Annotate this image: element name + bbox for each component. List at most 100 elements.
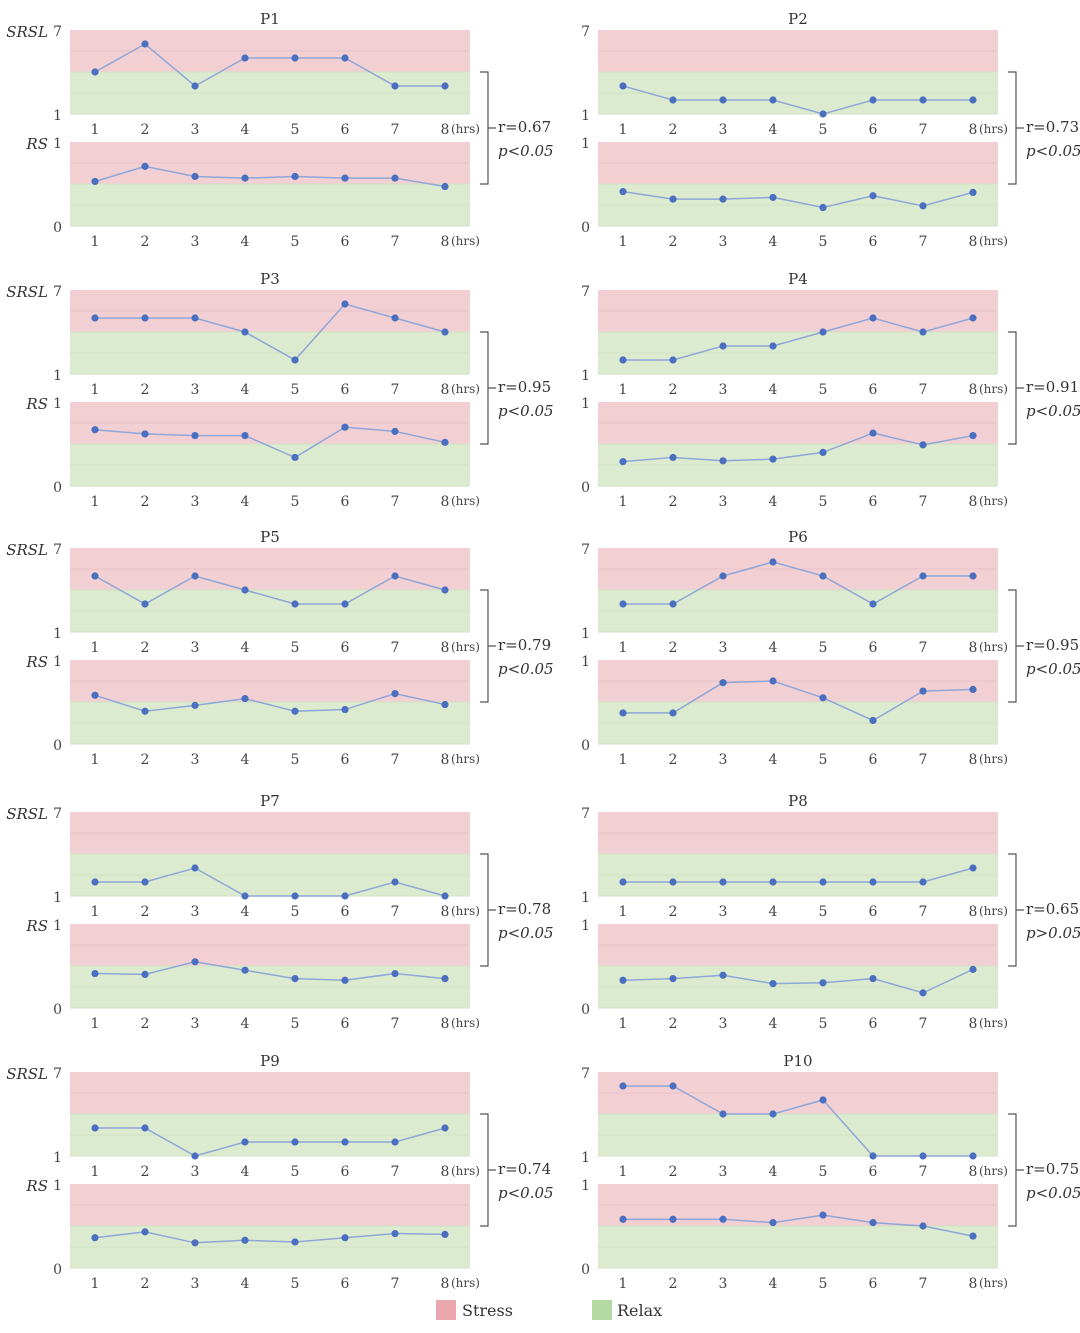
rs-ytick-bottom: 0	[581, 220, 590, 236]
srsl-xtick: 3	[191, 904, 200, 920]
srsl-point	[969, 1152, 977, 1160]
srsl-xtick: 1	[91, 904, 100, 920]
srsl-xtick: 4	[769, 640, 778, 656]
rs-xtick: 6	[341, 1016, 350, 1032]
rs-xtick: 1	[91, 752, 100, 768]
srsl-xtick: 8	[441, 904, 450, 920]
srsl-xtick: 2	[141, 1164, 150, 1180]
correlation-r: r=0.91	[1026, 378, 1079, 396]
srsl-point	[619, 600, 627, 608]
srsl-xtick: 2	[141, 904, 150, 920]
rs-xtick: 8	[441, 1276, 450, 1292]
rs-point	[869, 192, 877, 200]
rs-point	[669, 709, 677, 717]
srsl-series-line	[623, 867, 974, 883]
rs-xtick: 1	[91, 494, 100, 510]
rs-xtick: 6	[341, 752, 350, 768]
rs-xtick: 3	[719, 494, 728, 510]
rs-xtick: 1	[91, 234, 100, 250]
srsl-point	[91, 878, 99, 886]
correlation-p: p<0.05	[1026, 660, 1080, 678]
srsl-point	[669, 356, 677, 364]
rs-xtick: 8	[441, 234, 450, 250]
srsl-point	[869, 600, 877, 608]
rs-ytick-bottom: 0	[581, 738, 590, 754]
srsl-point	[869, 96, 877, 104]
srsl-ytick-top: 7	[53, 284, 62, 300]
panel-title: P3	[260, 270, 280, 288]
rs-point	[391, 690, 399, 698]
panel-title: P2	[788, 10, 808, 28]
correlation-p: p<0.05	[1026, 402, 1080, 420]
rs-xtick: 2	[141, 494, 150, 510]
panel-title: P1	[260, 10, 280, 28]
srsl-xtick: 1	[91, 122, 100, 138]
srsl-point	[241, 328, 249, 336]
rs-point	[919, 202, 927, 210]
rs-point	[241, 432, 249, 440]
srsl-point	[241, 1138, 249, 1146]
srsl-xtick: 7	[919, 904, 928, 920]
rs-xtick: 3	[191, 752, 200, 768]
panel-title: P5	[260, 528, 280, 546]
rs-point	[769, 1219, 777, 1227]
srsl-point	[869, 878, 877, 886]
rs-xtick: 3	[719, 234, 728, 250]
srsl-xtick: 3	[719, 1164, 728, 1180]
srsl-ytick-top: 7	[581, 24, 590, 40]
rs-point	[341, 705, 349, 714]
srsl-point	[919, 96, 927, 104]
rs-xtick: 5	[819, 1276, 828, 1292]
srsl-ytick-bottom: 1	[581, 1150, 590, 1166]
srsl-point	[769, 878, 777, 886]
rs-xtick: 6	[341, 234, 350, 250]
rs-xtick: 4	[769, 234, 778, 250]
rs-ytick-bottom: 0	[581, 1002, 590, 1018]
rs-point	[141, 707, 149, 715]
rs-point	[241, 966, 249, 974]
srsl-xunit: (hrs)	[451, 122, 480, 136]
srsl-xtick: 2	[669, 382, 678, 398]
rs-point	[819, 203, 827, 212]
panel-title: P7	[260, 792, 280, 810]
rs-point	[241, 695, 249, 703]
correlation-bracket	[480, 331, 496, 445]
srsl-xtick: 4	[241, 904, 250, 920]
rs-xtick: 2	[141, 1276, 150, 1292]
srsl-xtick: 6	[341, 382, 350, 398]
srsl-series-line	[94, 43, 445, 87]
rs-xtick: 3	[191, 1016, 200, 1032]
srsl-point	[719, 342, 727, 350]
srsl-xtick: 8	[441, 640, 450, 656]
rs-ytick-top: 1	[53, 396, 62, 412]
rs-series-line	[94, 692, 446, 713]
rs-xtick: 5	[291, 752, 300, 768]
rs-point	[191, 1239, 199, 1247]
srsl-xtick: 6	[341, 122, 350, 138]
srsl-point	[391, 82, 399, 90]
rs-point	[619, 187, 627, 196]
srsl-xunit: (hrs)	[979, 1164, 1008, 1178]
rs-point	[669, 453, 677, 462]
correlation-p: p<0.05	[498, 924, 554, 942]
srsl-point	[819, 328, 827, 336]
srsl-point	[341, 600, 349, 608]
srsl-point	[669, 600, 677, 608]
srsl-point	[391, 1138, 399, 1146]
rs-point	[819, 979, 827, 987]
srsl-ytick-bottom: 1	[53, 108, 62, 124]
rs-point	[191, 958, 199, 966]
rs-series-line	[94, 426, 446, 459]
correlation-bracket	[1008, 589, 1024, 703]
srsl-xtick: 7	[919, 1164, 928, 1180]
srsl-xtick: 5	[819, 904, 828, 920]
correlation-r: r=0.95	[1026, 636, 1079, 654]
rs-xtick: 5	[819, 752, 828, 768]
rs-xtick: 4	[769, 1016, 778, 1032]
rs-point	[719, 195, 727, 203]
srsl-xtick: 2	[141, 640, 150, 656]
